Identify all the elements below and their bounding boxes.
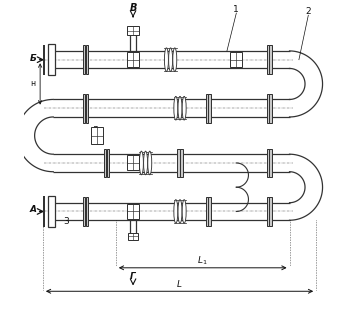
- Bar: [266, 45, 269, 74]
- Ellipse shape: [148, 151, 152, 175]
- Bar: [127, 204, 139, 219]
- Bar: [127, 26, 139, 35]
- Bar: [266, 149, 269, 178]
- Text: Д₁: Д₁: [91, 126, 100, 134]
- Bar: [104, 149, 106, 178]
- Bar: [206, 94, 208, 123]
- Ellipse shape: [139, 151, 143, 175]
- Bar: [180, 149, 183, 178]
- Text: А: А: [30, 205, 37, 214]
- Bar: [208, 94, 211, 123]
- Bar: [230, 52, 242, 67]
- Bar: [177, 149, 180, 178]
- Bar: [83, 45, 85, 74]
- Bar: [269, 45, 272, 74]
- Ellipse shape: [182, 200, 186, 223]
- Ellipse shape: [144, 151, 148, 175]
- Ellipse shape: [165, 48, 168, 72]
- Bar: [48, 196, 55, 227]
- Bar: [266, 94, 269, 123]
- Text: В: В: [129, 3, 137, 13]
- Bar: [86, 94, 88, 123]
- Ellipse shape: [178, 96, 182, 120]
- Text: Б: Б: [30, 54, 37, 63]
- Ellipse shape: [168, 48, 172, 72]
- Bar: [91, 127, 103, 144]
- Ellipse shape: [173, 48, 177, 72]
- Bar: [129, 233, 138, 240]
- Ellipse shape: [178, 200, 182, 223]
- Bar: [127, 52, 139, 67]
- Bar: [86, 45, 88, 74]
- Text: н: н: [30, 80, 35, 88]
- Bar: [206, 197, 208, 226]
- Bar: [107, 149, 109, 178]
- Bar: [269, 149, 272, 178]
- Bar: [269, 197, 272, 226]
- Text: 1: 1: [233, 5, 239, 14]
- Bar: [208, 197, 211, 226]
- Bar: [127, 155, 139, 171]
- Ellipse shape: [174, 200, 178, 223]
- Text: $L_1$: $L_1$: [197, 254, 208, 267]
- Text: 2: 2: [306, 7, 311, 16]
- Bar: [83, 94, 85, 123]
- Ellipse shape: [174, 96, 178, 120]
- Bar: [83, 197, 85, 226]
- Text: 3: 3: [63, 217, 69, 226]
- Bar: [266, 197, 269, 226]
- Bar: [86, 197, 88, 226]
- Bar: [48, 44, 55, 75]
- Bar: [269, 94, 272, 123]
- Text: Г: Г: [130, 272, 136, 281]
- Ellipse shape: [182, 96, 186, 120]
- Text: $L$: $L$: [176, 278, 183, 288]
